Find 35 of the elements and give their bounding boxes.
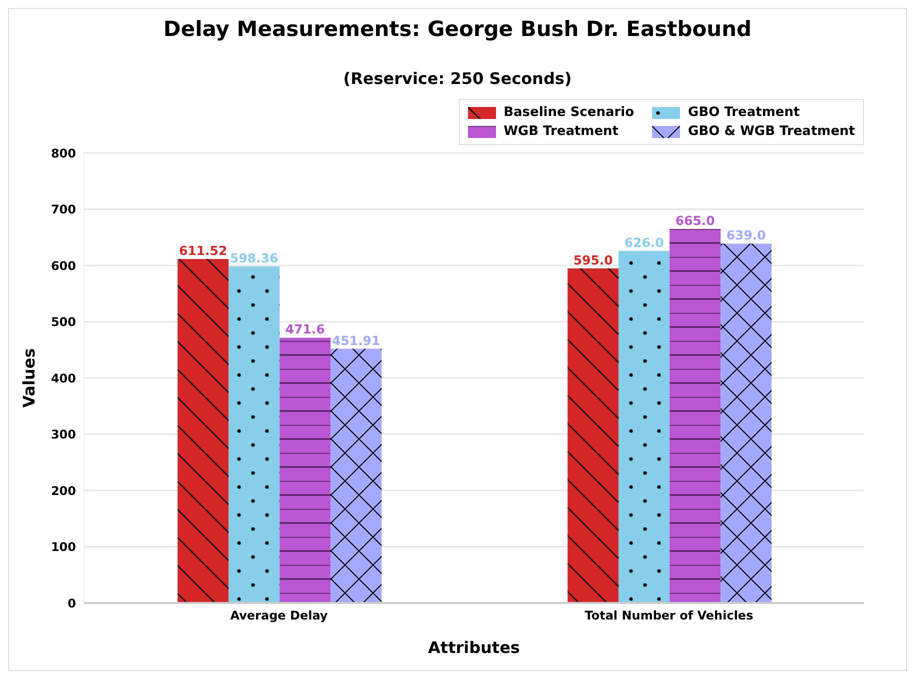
data-label: 611.52 — [178, 243, 228, 258]
data-label: 639.0 — [726, 228, 766, 243]
y-tick-label: 0 — [68, 596, 76, 610]
chart-subtitle: (Reservice: 250 Seconds) — [342, 69, 573, 88]
x-tick-label: Average Delay — [230, 608, 328, 623]
x-axis-title: Attributes — [428, 638, 520, 657]
bar — [618, 250, 670, 603]
legend-label: GBO & WGB Treatment — [688, 124, 855, 139]
data-label: 598.36 — [230, 250, 279, 266]
y-tick-label: 300 — [50, 428, 76, 442]
y-tick-label: 700 — [50, 202, 76, 217]
y-tick-label: 500 — [50, 315, 76, 330]
bar — [280, 338, 331, 603]
data-label: 595.0 — [573, 252, 614, 268]
data-label: 471.6 — [285, 322, 326, 337]
y-tick-label: 600 — [50, 258, 76, 273]
data-label: 626.0 — [624, 234, 664, 250]
chart-title: Delay Measurements: George Bush Dr. Eastbound — [162, 17, 753, 41]
legend-label: Baseline Scenario — [504, 105, 634, 120]
y-tick-label: 800 — [50, 146, 76, 160]
bar — [228, 266, 280, 603]
legend-label: GBO Treatment — [688, 105, 800, 120]
y-axis-title: Values — [20, 348, 39, 408]
legend-label: WGB Treatment — [504, 124, 619, 139]
data-label: 665.0 — [675, 212, 716, 228]
bar — [670, 228, 721, 603]
bar — [720, 244, 772, 603]
y-tick-label: 200 — [50, 484, 76, 498]
bar — [568, 268, 619, 603]
y-tick-label: 100 — [50, 540, 76, 554]
bar — [330, 348, 382, 603]
x-tick-label: Total Number of Vehicles — [584, 608, 754, 623]
data-label: 451.91 — [332, 332, 380, 348]
y-tick-label: 400 — [50, 371, 76, 386]
bar — [178, 259, 229, 603]
